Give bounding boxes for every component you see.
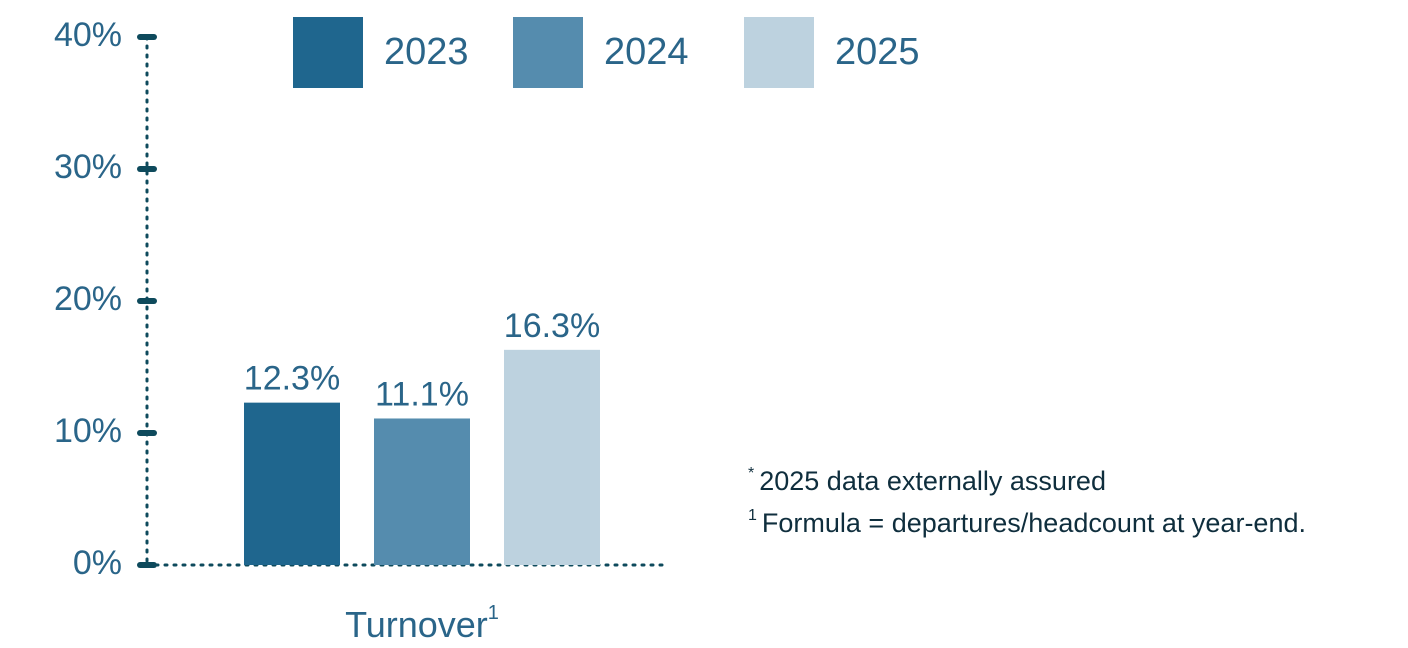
value-label: 16.3% [504, 307, 600, 345]
footnote: * 2025 data externally assured [748, 465, 1106, 496]
legend-swatch [513, 17, 583, 88]
legend-swatch [293, 17, 363, 88]
y-tick-label: 10% [54, 412, 122, 450]
bar [374, 418, 470, 565]
value-label: 11.1% [375, 375, 469, 413]
legend-label: 2023 [384, 31, 469, 73]
y-tick-label: 0% [73, 544, 122, 582]
value-label: 12.3% [244, 360, 340, 398]
x-tick-label: Turnover1 [345, 602, 499, 644]
footnote-marker: * [748, 465, 754, 482]
legend-label: 2024 [604, 31, 689, 73]
y-tick-label: 40% [54, 16, 122, 54]
legend-label: 2025 [835, 31, 920, 73]
footnote-text: 2025 data externally assured [759, 466, 1106, 496]
bar [244, 402, 340, 565]
category-superscript: 1 [488, 602, 499, 624]
category-name: Turnover [345, 604, 488, 645]
bar [504, 349, 600, 565]
footnote-marker: 1 [748, 507, 757, 524]
y-tick-label: 30% [54, 148, 122, 186]
y-tick-label: 20% [54, 280, 122, 318]
footnote: 1 Formula = departures/headcount at year-… [748, 507, 1306, 538]
footnote-text: Formula = departures/headcount at year-e… [762, 508, 1306, 538]
legend-swatch [744, 17, 814, 88]
